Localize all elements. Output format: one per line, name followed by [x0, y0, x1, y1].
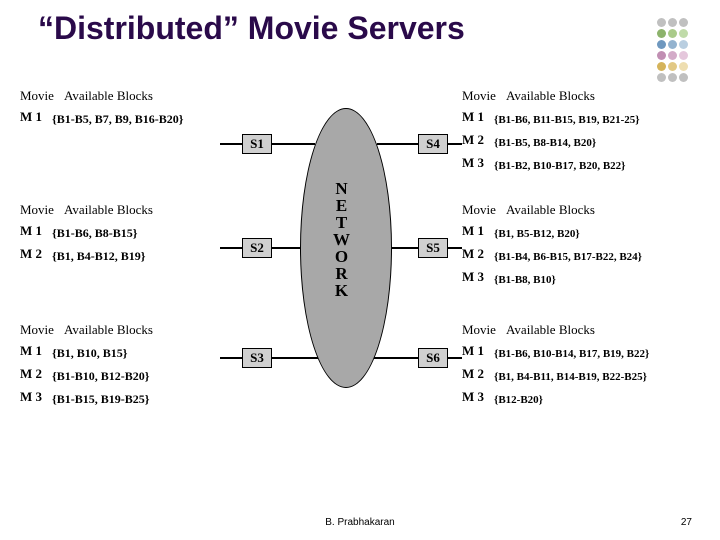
- block-left-1: MovieAvailable BlocksM 1{B1-B6, B8-B15}M…: [20, 200, 240, 266]
- block-ranges: {B1, B4-B11, B14-B19, B22-B25}: [494, 371, 647, 385]
- block-ranges: {B1-B6, B11-B15, B19, B21-25}: [494, 114, 640, 128]
- block-ranges: {B12-B20}: [494, 394, 543, 408]
- col-header-movie: Movie: [20, 202, 64, 218]
- network-label: NETWORK: [333, 180, 350, 299]
- col-header-avail: Available Blocks: [506, 88, 595, 104]
- movie-row: M 1{B1-B5, B7, B9, B16-B20}: [20, 109, 240, 129]
- col-header-avail: Available Blocks: [506, 322, 595, 338]
- deco-dot: [668, 29, 677, 38]
- block-right-2: MovieAvailable Blocks M 1{B1-B6, B10-B14,…: [462, 320, 700, 409]
- movie-id: M 2: [462, 366, 494, 382]
- block-ranges: {B1-B15, B19-B25}: [52, 392, 149, 407]
- col-header-movie: Movie: [20, 88, 64, 104]
- connector: [377, 143, 418, 145]
- movie-row: M 3{B12-B20}: [462, 389, 700, 409]
- col-header-movie: Movie: [20, 322, 64, 338]
- block-left-0: MovieAvailable Blocks M 1{B1-B5, B7, B9, …: [20, 86, 240, 129]
- movie-id: M 2: [20, 366, 52, 382]
- connector: [374, 357, 418, 359]
- movie-row: M 2{B1, B4-B11, B14-B19, B22-B25}: [462, 366, 700, 386]
- movie-id: M 1: [462, 109, 494, 125]
- block-ranges: {B1-B10, B12-B20}: [52, 369, 149, 384]
- movie-id: M 3: [20, 389, 52, 405]
- block-ranges: {B1-B8, B10}: [494, 274, 556, 288]
- footer-author: B. Prabhakaran: [0, 517, 720, 528]
- block-ranges: {B1, B10, B15}: [52, 346, 127, 361]
- connector: [220, 143, 242, 145]
- movie-row: M 1{B1-B6, B8-B15}: [20, 223, 240, 243]
- movie-row: M 1{B1, B5-B12, B20}: [462, 223, 700, 243]
- deco-dot: [657, 18, 666, 27]
- deco-dot: [679, 40, 688, 49]
- movie-row: M 1{B1-B6, B11-B15, B19, B21-25}: [462, 109, 700, 129]
- block-ranges: {B1-B5, B8-B14, B20}: [494, 137, 596, 151]
- movie-id: M 1: [462, 343, 494, 359]
- connector: [272, 143, 315, 145]
- movie-row: M 3{B1-B15, B19-B25}: [20, 389, 240, 409]
- connector: [448, 357, 462, 359]
- server-s3: S3: [242, 348, 272, 368]
- block-ranges: {B1, B5-B12, B20}: [494, 228, 580, 242]
- deco-dot: [668, 18, 677, 27]
- server-s2: S2: [242, 238, 272, 258]
- connector: [272, 357, 318, 359]
- block-ranges: {B1-B2, B10-B17, B20, B22}: [494, 160, 626, 174]
- col-header-movie: Movie: [462, 322, 506, 338]
- movie-row: M 2{B1, B4-B12, B19}: [20, 246, 240, 266]
- col-header-movie: Movie: [462, 202, 506, 218]
- deco-dot: [679, 29, 688, 38]
- movie-id: M 3: [462, 155, 494, 171]
- movie-id: M 1: [20, 343, 52, 359]
- block-ranges: {B1-B6, B8-B15}: [52, 226, 137, 241]
- movie-row: M 1{B1, B10, B15}: [20, 343, 240, 363]
- col-header-avail: Available Blocks: [64, 202, 153, 218]
- page-number: 27: [681, 517, 692, 528]
- block-ranges: {B1-B4, B6-B15, B17-B22, B24}: [494, 251, 642, 265]
- col-header-avail: Available Blocks: [506, 202, 595, 218]
- block-ranges: {B1-B5, B7, B9, B16-B20}: [52, 112, 183, 127]
- server-s5: S5: [418, 238, 448, 258]
- deco-dot: [657, 40, 666, 49]
- server-s4: S4: [418, 134, 448, 154]
- block-left-2: MovieAvailable BlocksM 1{B1, B10, B15}M …: [20, 320, 240, 409]
- movie-id: M 1: [462, 223, 494, 239]
- server-s1: S1: [242, 134, 272, 154]
- movie-row: M 3{B1-B2, B10-B17, B20, B22}: [462, 155, 700, 175]
- movie-row: M 2{B1-B10, B12-B20}: [20, 366, 240, 386]
- connector: [448, 247, 462, 249]
- block-right-0: MovieAvailable Blocks M 1{B1-B6, B11-B15,…: [462, 86, 700, 175]
- movie-id: M 2: [462, 246, 494, 262]
- col-header-avail: Available Blocks: [64, 322, 153, 338]
- deco-dot: [679, 18, 688, 27]
- movie-id: M 1: [20, 109, 52, 125]
- movie-row: M 2{B1-B5, B8-B14, B20}: [462, 132, 700, 152]
- page-title: “Distributed” Movie Servers: [38, 10, 465, 47]
- movie-row: M 2{B1-B4, B6-B15, B17-B22, B24}: [462, 246, 700, 266]
- col-header-avail: Available Blocks: [64, 88, 153, 104]
- movie-id: M 2: [20, 246, 52, 262]
- col-header-movie: Movie: [462, 88, 506, 104]
- block-right-1: MovieAvailable Blocks M 1{B1, B5-B12, B20…: [462, 200, 700, 289]
- server-s6: S6: [418, 348, 448, 368]
- block-ranges: {B1, B4-B12, B19}: [52, 249, 145, 264]
- deco-dot: [668, 40, 677, 49]
- connector: [392, 247, 418, 249]
- movie-id: M 3: [462, 389, 494, 405]
- deco-dot: [657, 29, 666, 38]
- movie-id: M 2: [462, 132, 494, 148]
- connector: [448, 143, 462, 145]
- block-ranges: {B1-B6, B10-B14, B17, B19, B22}: [494, 348, 649, 362]
- movie-row: M 1{B1-B6, B10-B14, B17, B19, B22}: [462, 343, 700, 363]
- movie-id: M 3: [462, 269, 494, 285]
- movie-row: M 3{B1-B8, B10}: [462, 269, 700, 289]
- diagram-area: NETWORK S1S2S3S4S5S6 MovieAvailable Bloc…: [20, 58, 700, 478]
- connector: [272, 247, 300, 249]
- movie-id: M 1: [20, 223, 52, 239]
